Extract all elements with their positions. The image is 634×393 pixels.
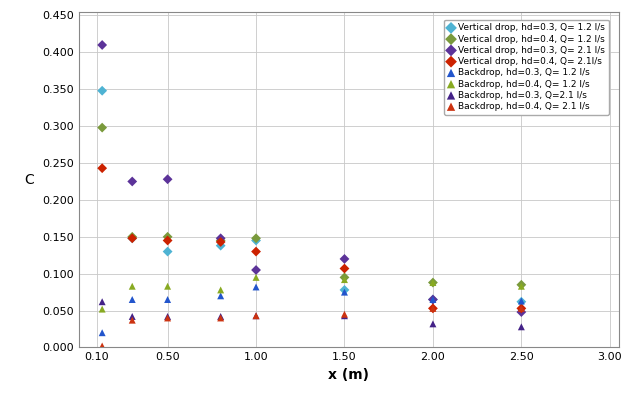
Vertical drop, hd=0.4, Q= 1.2 l/s (162, 234, 172, 240)
Vertical drop, hd=0.4, Q= 2.1l/s (97, 165, 107, 171)
Vertical drop, hd=0.4, Q= 1.2 l/s (127, 234, 138, 240)
Vertical drop, hd=0.3, Q= 2.1 l/s (516, 309, 526, 315)
Backdrop, hd=0.3, Q= 1.2 l/s (162, 296, 172, 303)
Backdrop, hd=0.3, Q=2.1 l/s (97, 299, 107, 305)
Vertical drop, hd=0.3, Q= 2.1 l/s (339, 256, 349, 262)
Vertical drop, hd=0.3, Q= 1.2 l/s (162, 248, 172, 255)
Backdrop, hd=0.3, Q= 1.2 l/s (339, 289, 349, 295)
Backdrop, hd=0.3, Q= 1.2 l/s (428, 296, 438, 303)
Backdrop, hd=0.4, Q= 1.2 l/s (216, 287, 226, 293)
Vertical drop, hd=0.4, Q= 1.2 l/s (251, 235, 261, 241)
Vertical drop, hd=0.4, Q= 2.1l/s (216, 239, 226, 245)
Vertical drop, hd=0.4, Q= 2.1l/s (127, 235, 138, 241)
Backdrop, hd=0.4, Q= 2.1 l/s (339, 311, 349, 318)
Vertical drop, hd=0.3, Q= 2.1 l/s (428, 296, 438, 303)
Vertical drop, hd=0.3, Q= 1.2 l/s (251, 237, 261, 244)
Backdrop, hd=0.4, Q= 2.1 l/s (127, 317, 138, 323)
Vertical drop, hd=0.4, Q= 1.2 l/s (428, 279, 438, 286)
Vertical drop, hd=0.3, Q= 2.1 l/s (162, 176, 172, 182)
Backdrop, hd=0.4, Q= 1.2 l/s (251, 274, 261, 281)
Legend: Vertical drop, hd=0.3, Q= 1.2 l/s, Vertical drop, hd=0.4, Q= 1.2 l/s, Vertical d: Vertical drop, hd=0.3, Q= 1.2 l/s, Verti… (444, 20, 609, 115)
Vertical drop, hd=0.3, Q= 1.2 l/s (97, 88, 107, 94)
Vertical drop, hd=0.4, Q= 2.1l/s (339, 265, 349, 272)
Vertical drop, hd=0.4, Q= 1.2 l/s (339, 274, 349, 281)
Backdrop, hd=0.4, Q= 2.1 l/s (516, 305, 526, 312)
Vertical drop, hd=0.4, Q= 2.1l/s (162, 237, 172, 244)
Backdrop, hd=0.3, Q=2.1 l/s (428, 321, 438, 327)
Vertical drop, hd=0.3, Q= 1.2 l/s (428, 296, 438, 303)
Backdrop, hd=0.4, Q= 2.1 l/s (162, 315, 172, 321)
Vertical drop, hd=0.3, Q= 1.2 l/s (516, 299, 526, 305)
Vertical drop, hd=0.4, Q= 2.1l/s (428, 305, 438, 312)
Vertical drop, hd=0.3, Q= 2.1 l/s (251, 267, 261, 273)
Backdrop, hd=0.3, Q= 1.2 l/s (127, 296, 138, 303)
Vertical drop, hd=0.3, Q= 2.1 l/s (97, 42, 107, 48)
Y-axis label: C: C (24, 173, 34, 187)
Vertical drop, hd=0.4, Q= 1.2 l/s (516, 282, 526, 288)
Backdrop, hd=0.4, Q= 2.1 l/s (428, 305, 438, 312)
Backdrop, hd=0.4, Q= 1.2 l/s (428, 279, 438, 286)
Backdrop, hd=0.4, Q= 2.1 l/s (251, 312, 261, 319)
Vertical drop, hd=0.4, Q= 1.2 l/s (216, 237, 226, 244)
Backdrop, hd=0.3, Q=2.1 l/s (216, 313, 226, 320)
Backdrop, hd=0.4, Q= 1.2 l/s (97, 306, 107, 312)
Backdrop, hd=0.4, Q= 1.2 l/s (127, 283, 138, 289)
Vertical drop, hd=0.4, Q= 2.1l/s (516, 305, 526, 312)
Backdrop, hd=0.4, Q= 2.1 l/s (216, 315, 226, 321)
Vertical drop, hd=0.3, Q= 2.1 l/s (127, 178, 138, 185)
Backdrop, hd=0.3, Q= 1.2 l/s (516, 298, 526, 304)
Backdrop, hd=0.3, Q= 1.2 l/s (216, 293, 226, 299)
X-axis label: x (m): x (m) (328, 368, 370, 382)
Backdrop, hd=0.3, Q=2.1 l/s (516, 324, 526, 330)
Backdrop, hd=0.3, Q=2.1 l/s (339, 312, 349, 319)
Vertical drop, hd=0.3, Q= 1.2 l/s (216, 242, 226, 249)
Backdrop, hd=0.4, Q= 2.1 l/s (97, 343, 107, 349)
Backdrop, hd=0.4, Q= 1.2 l/s (516, 283, 526, 289)
Vertical drop, hd=0.4, Q= 2.1l/s (251, 248, 261, 255)
Backdrop, hd=0.3, Q= 1.2 l/s (97, 330, 107, 336)
Backdrop, hd=0.3, Q=2.1 l/s (127, 313, 138, 320)
Vertical drop, hd=0.3, Q= 1.2 l/s (127, 235, 138, 241)
Vertical drop, hd=0.4, Q= 1.2 l/s (97, 125, 107, 131)
Backdrop, hd=0.4, Q= 1.2 l/s (162, 283, 172, 289)
Backdrop, hd=0.3, Q=2.1 l/s (162, 313, 172, 320)
Vertical drop, hd=0.3, Q= 1.2 l/s (339, 287, 349, 293)
Backdrop, hd=0.4, Q= 1.2 l/s (339, 276, 349, 283)
Backdrop, hd=0.3, Q= 1.2 l/s (251, 284, 261, 290)
Backdrop, hd=0.3, Q=2.1 l/s (251, 312, 261, 319)
Vertical drop, hd=0.3, Q= 2.1 l/s (216, 235, 226, 241)
